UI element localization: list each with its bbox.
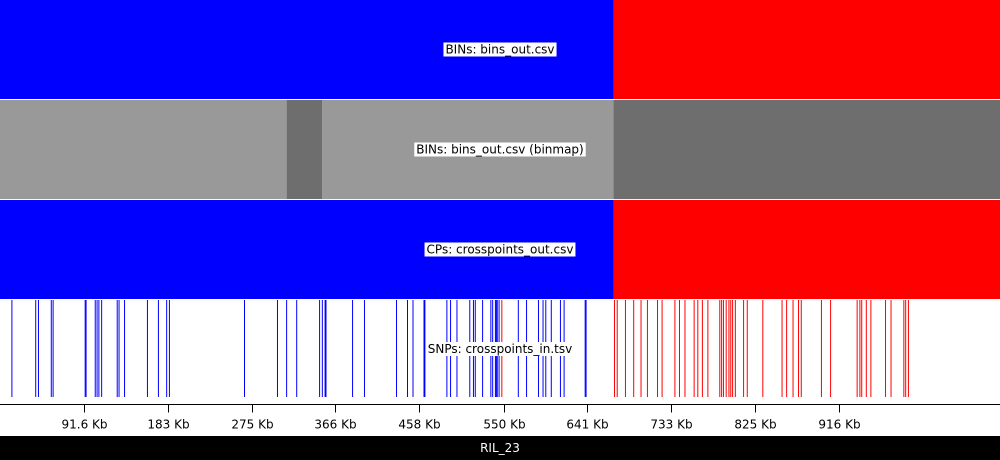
track-label: CPs: crosspoints_out.csv — [427, 243, 574, 257]
x-tick-label: 825 Kb — [734, 418, 776, 432]
track-1: BINs: bins_out.csv — [0, 0, 1000, 99]
track-chart: BINs: bins_out.csv BINs: bins_out.csv (bi… — [0, 0, 1000, 432]
track-3: CPs: crosspoints_out.csv — [0, 200, 1000, 299]
x-tick-label: 183 Kb — [147, 418, 189, 432]
segment-gray_dark — [613, 100, 1000, 199]
x-tick-label: 733 Kb — [650, 418, 692, 432]
segment-red — [613, 0, 1000, 99]
x-tick-label: 916 Kb — [818, 418, 860, 432]
x-tick-label: 550 Kb — [483, 418, 525, 432]
segment-gray_dark — [286, 100, 323, 199]
x-tick-label: 641 Kb — [566, 418, 608, 432]
sample-name-bar: RIL_23 — [0, 436, 1000, 460]
track-label: BINs: bins_out.csv — [445, 43, 554, 57]
track-label-box — [425, 342, 575, 356]
x-tick-label: 366 Kb — [314, 418, 356, 432]
track-2: BINs: bins_out.csv (binmap) — [0, 100, 1000, 199]
track-label-box — [443, 42, 557, 57]
segment-gray_light — [0, 100, 287, 199]
sample-name: RIL_23 — [480, 441, 520, 455]
x-tick-label: 458 Kb — [398, 418, 440, 432]
track-4: SNPs: crosspoints_in.tsv — [0, 300, 1000, 398]
track-label-box — [414, 142, 586, 157]
track-label: SNPs: crosspoints_in.tsv — [428, 342, 573, 356]
track-label-box — [424, 242, 576, 257]
x-tick-label: 91.6 Kb — [61, 418, 107, 432]
track-label: BINs: bins_out.csv (binmap) — [416, 143, 583, 157]
x-tick-label: 275 Kb — [231, 418, 273, 432]
segment-red — [613, 200, 1000, 299]
